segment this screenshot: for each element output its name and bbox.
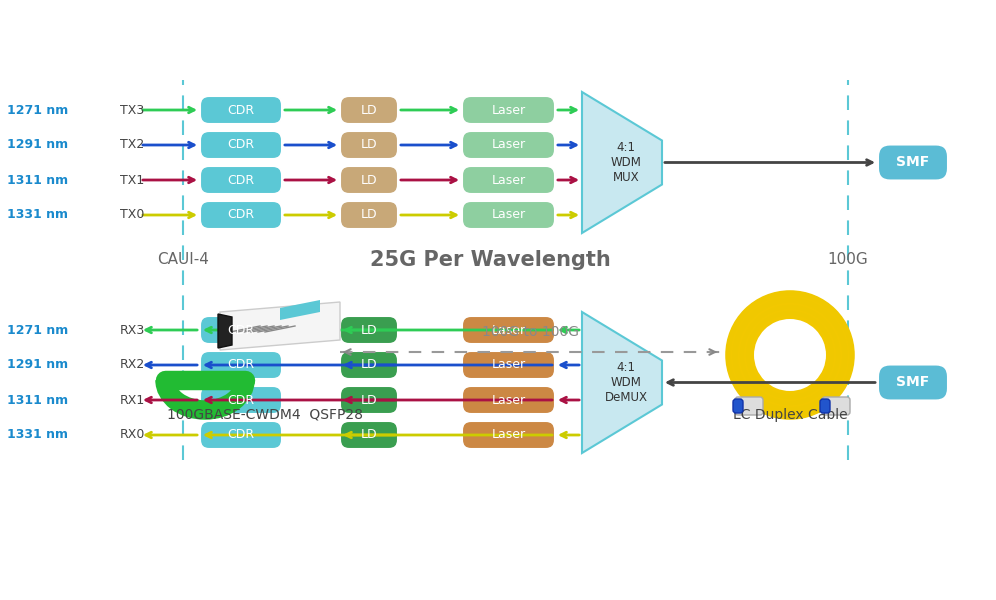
Text: 1331 nm: 1331 nm — [7, 428, 68, 442]
FancyBboxPatch shape — [340, 131, 398, 159]
FancyBboxPatch shape — [462, 131, 555, 159]
Text: Laser: Laser — [491, 323, 526, 337]
Text: LD: LD — [361, 208, 377, 221]
FancyBboxPatch shape — [733, 399, 743, 413]
Text: LD: LD — [361, 139, 377, 151]
Text: CDR: CDR — [227, 103, 255, 116]
Text: CDR: CDR — [227, 139, 255, 151]
FancyBboxPatch shape — [340, 316, 398, 344]
FancyBboxPatch shape — [340, 166, 398, 194]
FancyBboxPatch shape — [200, 96, 282, 124]
FancyBboxPatch shape — [462, 386, 555, 414]
FancyBboxPatch shape — [200, 131, 282, 159]
Text: SMF: SMF — [896, 155, 929, 169]
FancyBboxPatch shape — [200, 386, 282, 414]
FancyBboxPatch shape — [340, 96, 398, 124]
Text: LD: LD — [361, 103, 377, 116]
Text: CDR: CDR — [227, 428, 255, 442]
FancyBboxPatch shape — [200, 351, 282, 379]
Text: LC Duplex Cable: LC Duplex Cable — [733, 408, 848, 422]
FancyBboxPatch shape — [340, 351, 398, 379]
FancyBboxPatch shape — [820, 399, 830, 413]
Text: RX2: RX2 — [120, 358, 145, 371]
FancyBboxPatch shape — [462, 316, 555, 344]
FancyBboxPatch shape — [822, 397, 850, 415]
FancyBboxPatch shape — [878, 145, 948, 181]
Polygon shape — [218, 314, 232, 348]
FancyBboxPatch shape — [340, 201, 398, 229]
Text: Laser: Laser — [491, 139, 526, 151]
Text: CDR: CDR — [227, 208, 255, 221]
Text: CDR: CDR — [227, 173, 255, 187]
Text: 25G Per Wavelength: 25G Per Wavelength — [370, 250, 611, 270]
FancyBboxPatch shape — [200, 166, 282, 194]
Polygon shape — [582, 312, 662, 453]
Text: RX0: RX0 — [120, 428, 145, 442]
FancyBboxPatch shape — [462, 201, 555, 229]
Text: LD: LD — [361, 394, 377, 407]
Text: LD: LD — [361, 173, 377, 187]
FancyBboxPatch shape — [200, 201, 282, 229]
Text: TX2: TX2 — [120, 139, 144, 151]
Text: Laser: Laser — [491, 428, 526, 442]
Text: 1291 nm: 1291 nm — [7, 358, 68, 371]
Text: TX0: TX0 — [120, 208, 144, 221]
Text: SMF: SMF — [896, 376, 929, 389]
Text: 1331 nm: 1331 nm — [7, 208, 68, 221]
Text: Laser: Laser — [491, 394, 526, 407]
Text: 100GBASE-CWDM4  QSFP28: 100GBASE-CWDM4 QSFP28 — [167, 408, 363, 422]
FancyBboxPatch shape — [200, 421, 282, 449]
Text: LD: LD — [361, 323, 377, 337]
Wedge shape — [726, 291, 854, 419]
Text: 4:1
WDM
DeMUX: 4:1 WDM DeMUX — [605, 361, 647, 404]
Text: 1311 nm: 1311 nm — [7, 394, 68, 407]
Text: LD: LD — [361, 358, 377, 371]
Text: 4:1
WDM
MUX: 4:1 WDM MUX — [611, 141, 641, 184]
Text: 1271 nm: 1271 nm — [7, 323, 68, 337]
Text: 1311 nm: 1311 nm — [7, 173, 68, 187]
Text: LD: LD — [361, 428, 377, 442]
FancyBboxPatch shape — [735, 397, 763, 415]
Polygon shape — [280, 300, 320, 320]
Text: TX1: TX1 — [120, 173, 144, 187]
Text: Laser: Laser — [491, 173, 526, 187]
Text: 100G: 100G — [828, 253, 869, 268]
Text: 100G to 100G: 100G to 100G — [481, 325, 579, 339]
FancyBboxPatch shape — [200, 316, 282, 344]
Polygon shape — [220, 302, 340, 350]
FancyBboxPatch shape — [340, 386, 398, 414]
Text: RX3: RX3 — [120, 323, 145, 337]
FancyBboxPatch shape — [462, 351, 555, 379]
Text: 1271 nm: 1271 nm — [7, 103, 68, 116]
Text: CDR: CDR — [227, 323, 255, 337]
Text: Laser: Laser — [491, 208, 526, 221]
Text: RX1: RX1 — [120, 394, 145, 407]
Text: 1291 nm: 1291 nm — [7, 139, 68, 151]
Text: Laser: Laser — [491, 358, 526, 371]
Text: CDR: CDR — [227, 394, 255, 407]
FancyBboxPatch shape — [340, 421, 398, 449]
Text: TX3: TX3 — [120, 103, 144, 116]
Polygon shape — [582, 92, 662, 233]
Text: Laser: Laser — [491, 103, 526, 116]
FancyBboxPatch shape — [462, 96, 555, 124]
FancyBboxPatch shape — [878, 364, 948, 401]
FancyBboxPatch shape — [462, 166, 555, 194]
FancyBboxPatch shape — [462, 421, 555, 449]
Text: CDR: CDR — [227, 358, 255, 371]
Text: CAUI-4: CAUI-4 — [157, 253, 209, 268]
